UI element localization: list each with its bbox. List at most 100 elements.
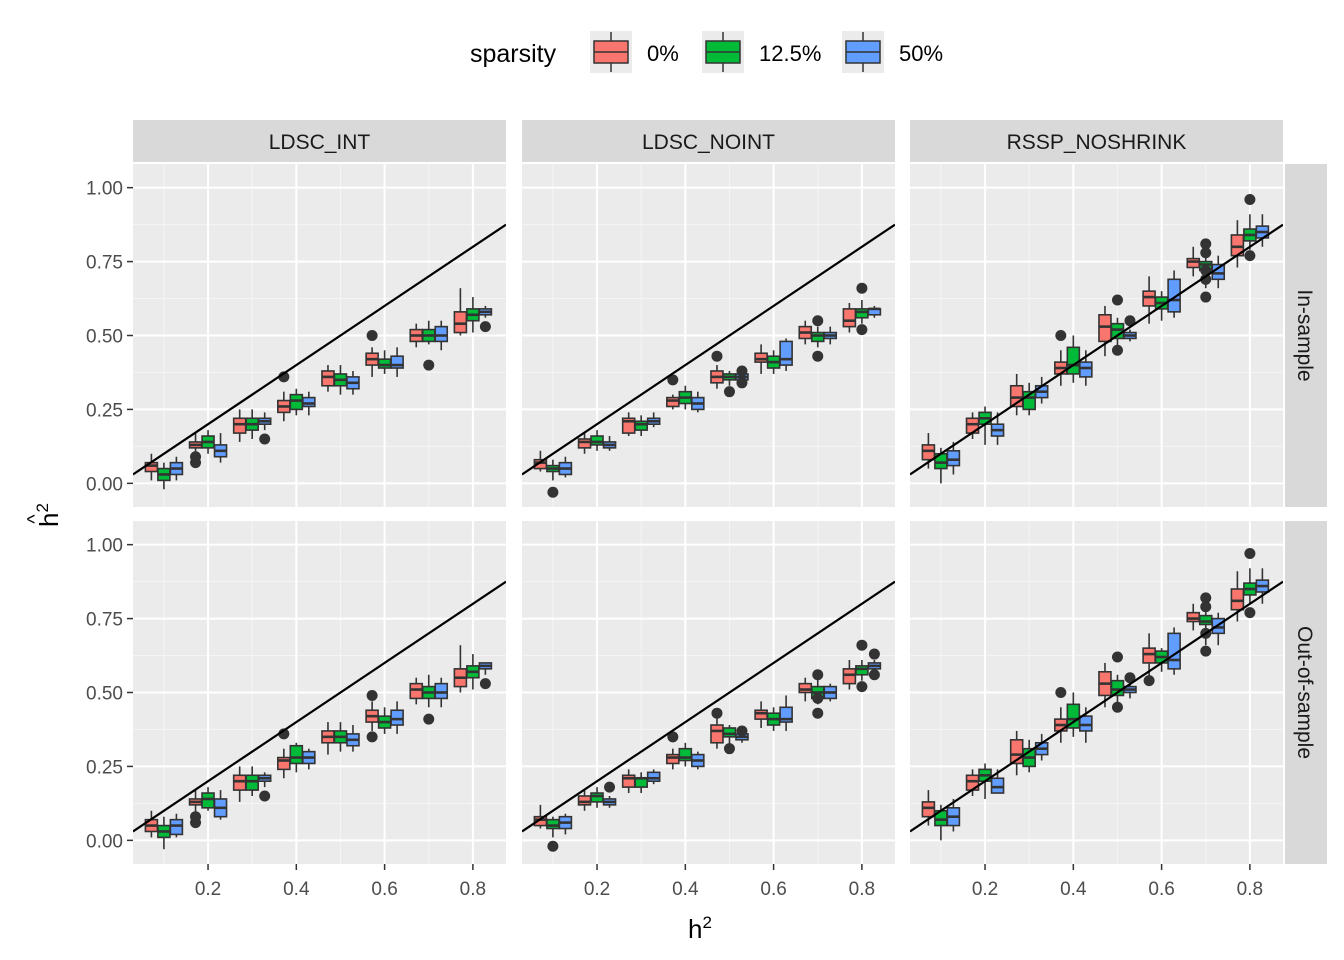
box-12.5%-h2-0.5 [1110,294,1125,356]
box-50%-h2-0.5 [346,725,360,752]
box-50%-h2-0.7 [823,326,838,345]
box-body [390,355,404,369]
box-0%-h2-0.8 [842,659,857,690]
facet-strip-col [133,120,506,162]
outlier-point [190,451,202,463]
box-50%-h2-0.8 [1255,568,1270,604]
box-0%-h2-0.5 [710,707,724,749]
outlier-point [547,840,559,852]
outlier-point [1111,294,1123,306]
box-50%-h2-0.5 [1123,315,1137,342]
box-0%-h2-0.2 [188,790,203,829]
outlier-point [856,282,868,294]
box-50%-h2-0.2 [602,436,617,451]
box-0%-h2-0.1 [533,450,548,472]
box-body [842,668,857,685]
box-50%-h2-0.3 [646,412,661,428]
box-50%-h2-0.6 [390,701,404,734]
outlier-point [1124,672,1136,684]
box-50%-h2-0.6 [1167,270,1181,318]
outlier-point [711,350,723,362]
box-50%-h2-0.5 [735,725,749,743]
outlier-point [259,790,271,802]
box-50%-h2-0.2 [990,412,1005,445]
box-body [710,724,724,744]
box-50%-h2-0.7 [823,683,838,702]
x-tick-label: 0.2 [584,879,610,900]
box-12.5%-h2-0.6 [1154,648,1169,672]
box-50%-h2-0.2 [990,769,1005,794]
y-axis-title-hat: ^ [24,514,46,524]
y-tick-label: 0.50 [86,684,123,705]
y-tick-label: 1.00 [86,179,123,200]
identity-line [133,223,506,476]
boxplots [144,645,493,850]
identity-line [910,580,1283,833]
box-0%-h2-0.8 [453,288,468,336]
x-tick-label: 0.2 [195,879,221,900]
outlier-point [1200,592,1212,604]
legend-item-3: 50% [842,31,943,73]
box-50%-h2-0.8 [478,662,493,690]
facet-strip-row [1285,164,1327,507]
box-body [590,435,604,446]
outlier-point [667,731,679,743]
box-12.5%-h2-0.6 [377,707,392,734]
box-body [1098,314,1112,343]
x-tick-label: 0.6 [1148,879,1174,900]
outlier-point [856,681,868,693]
box-body [377,358,392,369]
box-12.5%-h2-0.1 [546,459,560,498]
box-0%-h2-0.1 [921,790,936,826]
box-body [754,709,768,720]
x-tick-label: 0.6 [760,879,786,900]
box-12.5%-h2-0.7 [810,315,825,362]
box-12.5%-h2-0.8 [855,282,869,336]
box-body [855,308,869,319]
box-50%-h2-0.3 [257,772,272,802]
legend-label: 12.5% [759,41,821,66]
y-tick-label: 0.00 [86,474,123,495]
y-tick-label: 0.00 [86,831,123,852]
box-0%-h2-0.7 [409,677,424,705]
outlier-point [812,669,824,681]
box-50%-h2-0.2 [213,433,228,463]
box-body [946,450,961,467]
box-12.5%-h2-0.2 [201,430,215,454]
box-0%-h2-0.1 [921,433,936,469]
box-0%-h2-0.7 [798,320,813,345]
box-body [666,396,680,408]
box-12.5%-h2-0.8 [855,639,869,693]
outlier-point [723,743,735,755]
box-50%-h2-0.8 [867,648,882,681]
y-axis-title-base: h [34,513,64,527]
box-body [779,340,793,366]
outlier-point [1244,548,1256,560]
outlier-point [366,330,378,341]
outlier-point [1111,701,1123,713]
box-50%-h2-0.4 [302,391,316,416]
box-12.5%-h2-0.3 [634,415,648,437]
box-body [810,331,825,343]
boxplots [533,639,882,852]
box-50%-h2-0.1 [558,456,573,478]
box-12.5%-h2-0.5 [722,725,737,755]
outlier-point [1055,687,1067,698]
x-tick-label: 0.8 [1237,879,1263,900]
facet-label-col: LDSC_INT [269,131,371,154]
boxplots [144,288,493,490]
box-body [546,818,560,830]
identity-line [522,223,895,476]
x-tick-label: 0.8 [460,879,486,900]
box-50%-h2-0.3 [646,769,661,785]
panel-ldsc_noint-out-of-sample: 0.2 0.4 0.6 0.8 [522,521,895,900]
box-body [722,727,737,738]
box-50%-h2-0.4 [691,751,705,770]
outlier-point [856,639,868,651]
legend-title: sparsity [470,40,557,68]
box-12.5%-h2-0.1 [157,462,171,490]
x-axis-title: h2 [688,913,712,944]
box-body [842,308,857,328]
box-50%-h2-0.4 [1079,350,1093,386]
box-body [1167,278,1181,313]
